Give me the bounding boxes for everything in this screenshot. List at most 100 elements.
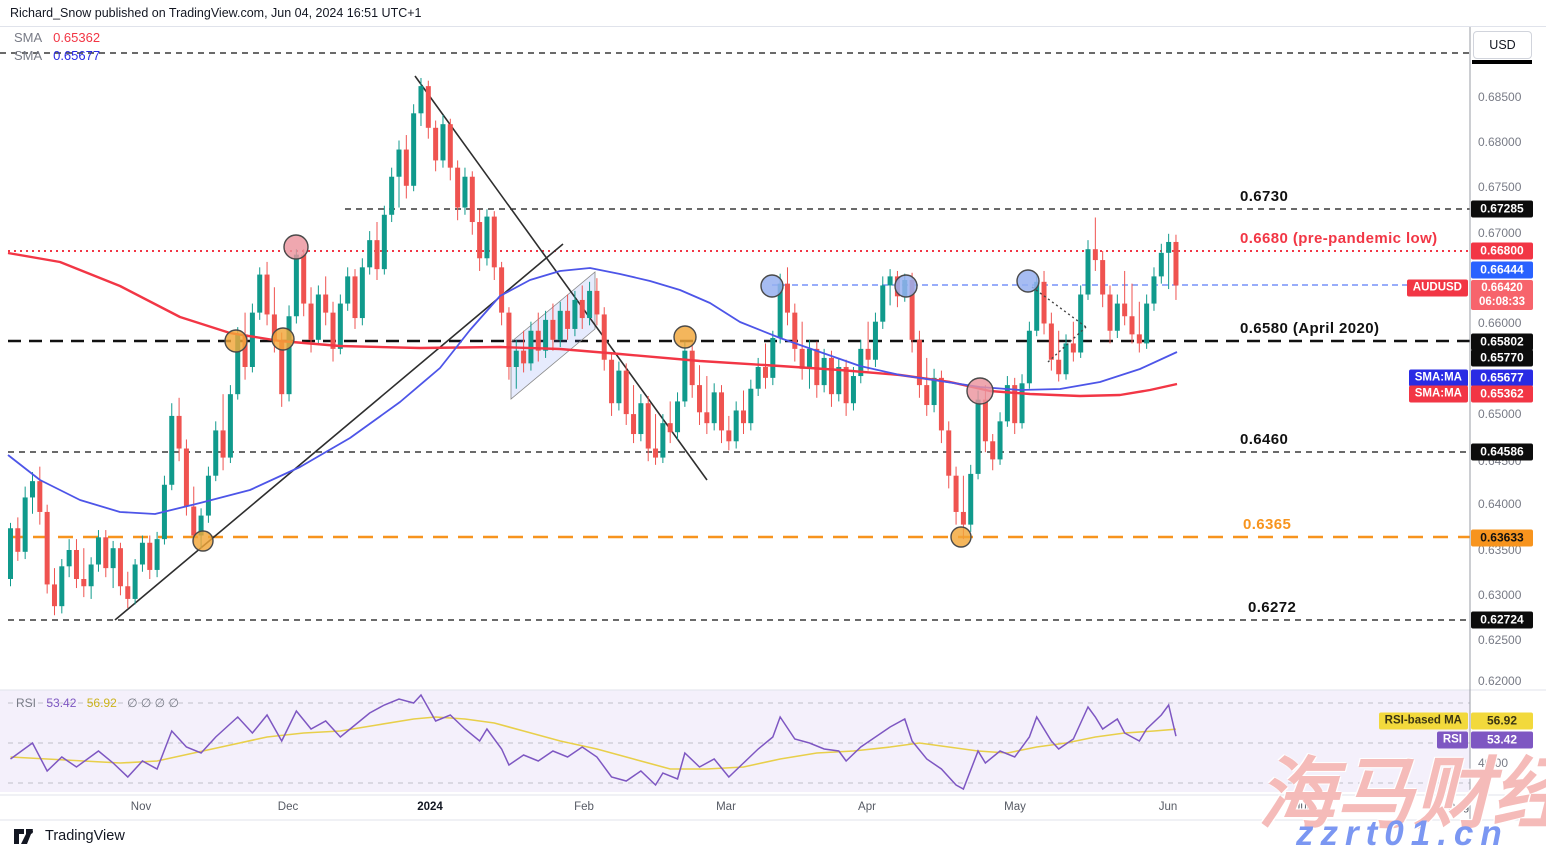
candle-body	[227, 394, 233, 458]
candle-body	[535, 330, 541, 351]
candle-body	[1048, 323, 1054, 360]
ellipse-marker-orange[interactable]	[192, 530, 214, 552]
candlestick-series	[8, 77, 1179, 616]
candle-body	[631, 414, 637, 435]
ellipse-marker-pink[interactable]	[283, 234, 309, 260]
candle-body	[565, 310, 571, 329]
candle-body	[279, 341, 285, 395]
candle-body	[81, 578, 87, 587]
descending-trendline[interactable]	[414, 75, 708, 481]
currency-selector-button[interactable]: USD	[1473, 31, 1532, 59]
rsi-params: ∅ ∅ ∅ ∅	[127, 696, 179, 710]
candle-body	[418, 86, 424, 114]
candle-body	[821, 357, 827, 386]
candle-body	[865, 348, 871, 360]
candle-body	[95, 537, 101, 565]
candle-body	[1034, 281, 1040, 331]
header-divider	[0, 26, 1546, 27]
candle-body	[1019, 383, 1025, 424]
ellipse-marker-blue[interactable]	[894, 274, 918, 298]
candle-body	[645, 403, 651, 449]
ellipse-marker-pink[interactable]	[966, 377, 994, 405]
candle-body	[1063, 343, 1069, 375]
candle-body	[1026, 330, 1032, 384]
candle-body	[513, 350, 519, 367]
candle-body	[1114, 303, 1120, 331]
ellipse-marker-blue[interactable]	[760, 274, 784, 298]
candle-body	[799, 348, 805, 369]
candle-body	[249, 312, 255, 367]
candle-body	[29, 481, 35, 498]
candle-body	[1173, 241, 1179, 286]
candle-body	[191, 506, 197, 536]
candle-body	[828, 357, 834, 395]
ellipse-marker-blue[interactable]	[1016, 269, 1040, 293]
candle-body	[543, 319, 549, 351]
candle-body	[132, 564, 138, 599]
candle-body	[147, 542, 153, 570]
watermark-site: zzrt01.cn	[1296, 814, 1509, 853]
sma-label: SMA	[14, 48, 42, 63]
candle-body	[22, 497, 28, 552]
candle-body	[1070, 343, 1076, 353]
candle-body	[697, 385, 703, 413]
tradingview-logo-icon	[14, 828, 33, 844]
ascending-trendline[interactable]	[114, 243, 564, 621]
sma-red-legend[interactable]: SMA 0.65362	[14, 30, 100, 45]
sma-blue-legend[interactable]: SMA 0.65677	[14, 48, 100, 63]
rsi-legend[interactable]: RSI 53.42 56.92 ∅ ∅ ∅ ∅	[16, 696, 186, 710]
candle-body	[1107, 294, 1113, 331]
publish-header: Richard_Snow published on TradingView.co…	[10, 6, 422, 20]
candle-body	[770, 337, 776, 378]
candle-body	[872, 321, 878, 360]
candle-body	[447, 124, 453, 168]
rsi-label: RSI	[16, 696, 37, 710]
candle-body	[323, 294, 329, 313]
candle-body	[594, 290, 600, 315]
candle-body	[169, 415, 175, 485]
candle-body	[484, 216, 490, 259]
ellipse-marker-orange[interactable]	[950, 526, 972, 548]
candle-body	[367, 240, 373, 268]
candle-body	[887, 276, 893, 286]
candle-body	[689, 350, 695, 386]
candle-body	[301, 254, 307, 304]
ellipse-marker-orange[interactable]	[673, 325, 697, 349]
candle-body	[675, 401, 681, 433]
candle-body	[1144, 303, 1150, 344]
candle-body	[117, 548, 123, 587]
candle-body	[946, 430, 952, 476]
candle-body	[557, 310, 563, 340]
ellipse-marker-orange[interactable]	[271, 327, 295, 351]
candle-body	[433, 127, 439, 161]
candle-body	[741, 410, 746, 424]
ellipse-marker-orange[interactable]	[224, 329, 248, 353]
candle-body	[1129, 316, 1135, 335]
candle-body	[396, 149, 402, 177]
candle-body	[704, 412, 710, 424]
candle-body	[359, 267, 365, 319]
candle-body	[125, 586, 131, 599]
candle-body	[345, 276, 351, 304]
candle-body	[982, 399, 988, 442]
candle-body	[521, 350, 527, 364]
pennant-lower-line[interactable]	[1047, 326, 1087, 363]
candle-body	[968, 473, 974, 525]
axis-top-separator	[1472, 60, 1532, 64]
candle-body	[1041, 281, 1047, 324]
candle-body	[653, 448, 659, 458]
sma-200-line[interactable]	[7, 251, 1178, 398]
candle-body	[1085, 249, 1091, 295]
candle-body	[850, 376, 856, 404]
pennant-upper-line[interactable]	[1031, 286, 1087, 328]
candle-body	[506, 312, 512, 367]
candle-body	[762, 366, 768, 378]
rsi-line[interactable]	[10, 693, 1177, 791]
tradingview-logo-text: TradingView	[45, 828, 125, 844]
rsi-value: 53.42	[46, 696, 77, 710]
rsi-ma-line[interactable]	[10, 716, 1177, 770]
candle-body	[499, 267, 505, 313]
candle-body	[814, 348, 820, 386]
